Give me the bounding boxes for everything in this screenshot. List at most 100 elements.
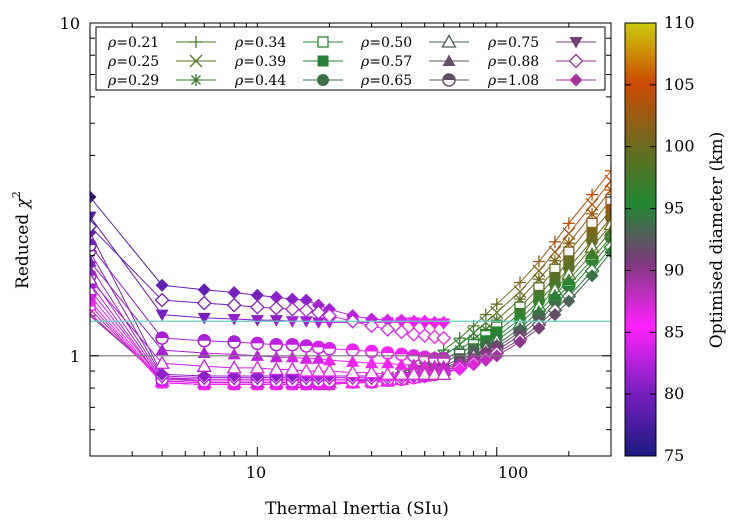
- data-point: [90, 295, 96, 307]
- data-point: [532, 273, 545, 286]
- data-point: [479, 353, 493, 367]
- legend-label: ρ=0.21: [107, 35, 159, 51]
- data-point: [406, 326, 422, 342]
- data-point: [322, 308, 337, 324]
- data-point: [227, 347, 241, 360]
- data-point: [548, 308, 562, 322]
- series-line-segment: [90, 244, 163, 339]
- colorbar-tick-label-80: 80: [664, 384, 684, 403]
- legend-marker: [189, 54, 203, 68]
- data-point: [197, 333, 211, 348]
- data-point: [322, 342, 337, 356]
- y-axis-label: Reduced χ2: [10, 191, 33, 289]
- legend-entry-4: ρ=0.39: [234, 54, 343, 70]
- data-point: [284, 301, 300, 317]
- data-point: [197, 369, 211, 383]
- legend-marker: [190, 36, 202, 48]
- legend-label: ρ=0.50: [360, 35, 412, 51]
- data-point: [379, 366, 396, 380]
- legend-label-rho: ρ: [360, 73, 370, 89]
- data-point: [548, 254, 561, 267]
- data-point: [196, 358, 212, 372]
- data-point: [418, 359, 432, 372]
- series-line-segment: [162, 337, 205, 342]
- data-point: [311, 305, 326, 320]
- data-point: [380, 322, 396, 337]
- legend-marker: [442, 54, 456, 66]
- data-point: [345, 364, 361, 379]
- legend-label-rho: ρ: [487, 54, 497, 70]
- data-point: [428, 315, 442, 329]
- data-point: [227, 335, 241, 349]
- data-point: [417, 328, 433, 344]
- series-line-segment: [162, 314, 205, 319]
- data-point: [394, 358, 408, 370]
- series-line-segment: [519, 261, 540, 283]
- series-line-segment: [90, 289, 163, 382]
- data-point: [363, 364, 380, 379]
- series-line-segment: [90, 196, 163, 286]
- x-axis-label: Thermal Inertia (SIu): [265, 499, 449, 519]
- data-point: [298, 363, 314, 377]
- colorbar-tick-label-90: 90: [664, 260, 684, 279]
- data-point: [406, 366, 422, 380]
- data-point: [311, 317, 325, 329]
- y-tick-label-10: 10: [60, 14, 80, 33]
- data-point: [365, 356, 379, 369]
- series-line-segment: [473, 314, 487, 327]
- colorbar-tick-label-100: 100: [664, 137, 695, 156]
- data-point: [299, 316, 313, 328]
- data-point: [467, 358, 481, 372]
- colorbar: [624, 22, 657, 457]
- legend-label: ρ=0.29: [107, 73, 159, 89]
- legend-label-value: =1.08: [496, 73, 539, 89]
- legend-label-rho: ρ: [234, 35, 244, 51]
- data-point: [532, 321, 546, 335]
- series-line-segment: [90, 294, 163, 384]
- legend-entry-0: ρ=0.21: [107, 35, 216, 51]
- data-point: [453, 362, 467, 376]
- data-point: [250, 349, 264, 361]
- data-point: [407, 358, 421, 370]
- legend-entry-3: ρ=0.34: [234, 35, 343, 51]
- data-point: [196, 295, 212, 311]
- data-point: [437, 359, 451, 372]
- data-point: [586, 226, 598, 238]
- legend-label: ρ=0.57: [360, 54, 412, 70]
- data-point: [90, 255, 97, 267]
- data-point: [90, 238, 97, 252]
- data-point: [436, 330, 452, 346]
- data-point: [322, 353, 336, 366]
- series-line-segment: [459, 325, 474, 339]
- x-tick-label-100: 100: [498, 463, 529, 482]
- legend-marker: [569, 73, 583, 87]
- data-point: [90, 309, 96, 322]
- plot-frame: [89, 22, 612, 457]
- legend-label: ρ=0.39: [234, 54, 286, 70]
- series-line-segment: [234, 318, 258, 321]
- legend-label: ρ=1.08: [487, 73, 539, 89]
- data-point: [428, 359, 442, 372]
- data-point: [299, 339, 313, 353]
- series-line-segment: [90, 216, 163, 315]
- series-line-segment: [204, 352, 235, 355]
- x-tick-label-10: 10: [246, 463, 266, 482]
- data-point: [311, 340, 326, 355]
- reference-lines: [90, 320, 611, 357]
- y-axis-label-sup: 2: [10, 191, 23, 198]
- legend-label-rho: ρ: [107, 54, 117, 70]
- data-point: [394, 324, 409, 340]
- legend-entry-8: ρ=0.65: [360, 73, 469, 89]
- legend-label: ρ=0.44: [234, 73, 286, 89]
- data-point: [250, 336, 265, 351]
- legend-label: ρ=0.34: [234, 35, 286, 51]
- data-point: [226, 297, 242, 313]
- series-line-segment: [162, 378, 205, 382]
- data-point: [269, 350, 283, 363]
- data-point: [299, 293, 313, 307]
- legend-marker: [317, 36, 329, 48]
- series-line-segment: [162, 349, 205, 354]
- legend-label-value: =0.29: [116, 73, 159, 89]
- data-point: [285, 337, 300, 352]
- data-point: [586, 188, 599, 201]
